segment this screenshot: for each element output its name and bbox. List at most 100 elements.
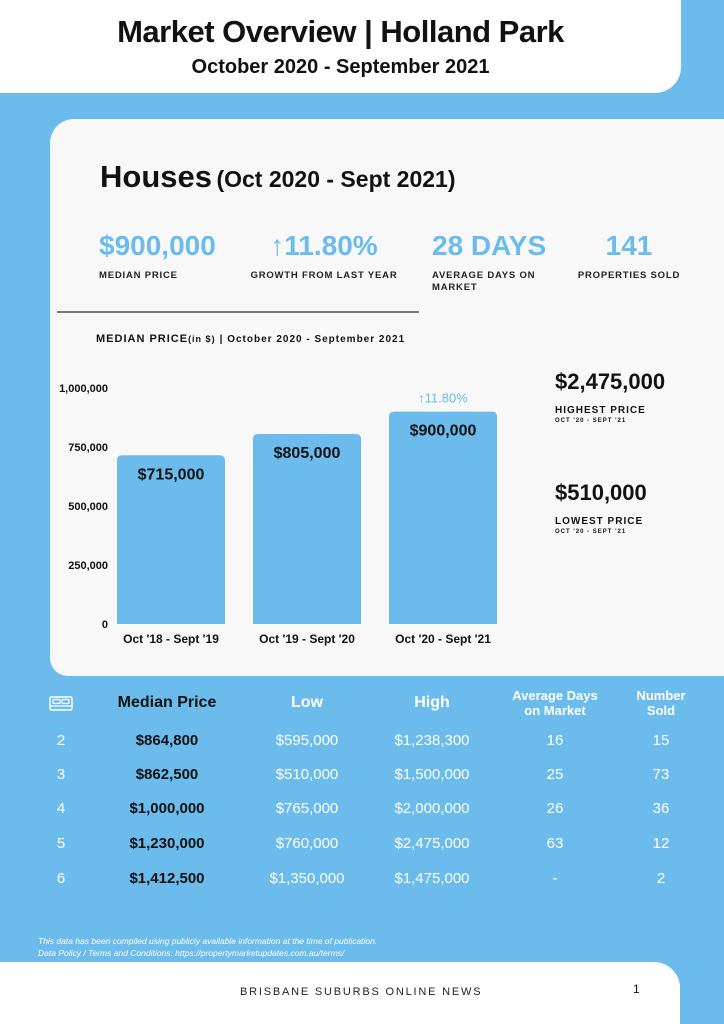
stat-median-price: $900,000 MEDIAN PRICE (99, 232, 216, 282)
cell-high: $2,475,000 (394, 834, 470, 852)
cell-high: $1,475,000 (394, 869, 470, 887)
bar (117, 455, 225, 624)
stat-label: AVERAGE DAYS ON MARKET (432, 270, 536, 293)
header-number-sold-line2: Sold (646, 703, 676, 718)
divider (57, 311, 419, 313)
y-tick-label: 1,000,000 (59, 383, 108, 395)
cell-high: $2,000,000 (394, 799, 470, 817)
stat-label: PROPERTIES SOLD (577, 270, 681, 281)
highest-price-value: $2,475,000 (555, 369, 666, 394)
y-tick-label: 500,000 (68, 501, 108, 513)
lowest-price-block: $510,000 LOWEST PRICE OCT '20 - SEPT '21 (555, 480, 647, 535)
table-row: 3 $862,500 $510,000 $1,500,000 25 73 (0, 757, 724, 791)
cell-median-price: $1,412,500 (129, 869, 205, 887)
bar (253, 434, 361, 624)
highest-price-range: OCT '20 - SEPT '21 (555, 418, 627, 424)
cell-low: $1,350,000 (269, 869, 345, 887)
cell-low: $765,000 (275, 799, 339, 817)
cell-average-days: 16 (546, 731, 564, 749)
x-tick-label: Oct '19 - Sept '20 (259, 632, 355, 646)
cell-median-price: $1,000,000 (129, 799, 205, 817)
page-subtitle: October 2020 - September 2021 (191, 56, 490, 78)
houses-card: Houses (Oct 2020 - Sept 2021) $900,000 M… (50, 119, 724, 676)
cell-number-sold: 15 (652, 731, 670, 749)
stat-growth: ↑11.80% GROWTH FROM LAST YEAR (249, 232, 399, 282)
cell-bedrooms: 3 (56, 765, 66, 783)
cell-number-sold: 2 (656, 869, 666, 887)
stat-value: ↑11.80% (270, 230, 378, 261)
page-number: 1 (633, 982, 640, 996)
lowest-price-range: OCT '20 - SEPT '21 (555, 529, 627, 535)
y-tick-label: 250,000 (68, 560, 108, 572)
highest-price-label: HIGHEST PRICE (555, 405, 646, 416)
cell-low: $595,000 (275, 731, 339, 749)
cell-median-price: $864,800 (135, 731, 199, 749)
cell-bedrooms: 5 (56, 834, 66, 852)
footer: BRISBANE SUBURBS ONLINE NEWS 1 (0, 962, 680, 1024)
median-price-chart: 0 250,000 500,000 750,000 1,000,000 $715,000 O… (59, 383, 497, 646)
bar (389, 411, 497, 624)
cell-average-days: 25 (546, 765, 564, 783)
cell-bedrooms: 6 (56, 869, 66, 887)
disclaimer-line-1: This data has been compiled using public… (38, 936, 378, 946)
header-median-price: Median Price (117, 694, 217, 711)
header-high: High (414, 694, 450, 711)
cell-number-sold: 36 (652, 799, 670, 817)
stat-label: GROWTH FROM LAST YEAR (250, 270, 398, 281)
x-tick-label: Oct '18 - Sept '19 (123, 632, 219, 646)
bar-value-label: $715,000 (138, 466, 205, 483)
cell-average-days: - (552, 869, 558, 887)
table-row: 4 $1,000,000 $765,000 $2,000,000 26 36 (0, 791, 724, 825)
disclaimer-line-2: Data Policy / Terms and Conditions: http… (38, 948, 345, 959)
header-average-days: Average Days on Market (497, 680, 613, 726)
table-row: 6 $1,412,500 $1,350,000 $1,475,000 - 2 (0, 861, 724, 895)
cell-high: $1,500,000 (394, 765, 470, 783)
growth-annotation: ↑11.80% (418, 391, 468, 406)
x-tick-label: Oct '20 - Sept '21 (395, 632, 491, 646)
cell-bedrooms: 2 (56, 731, 66, 749)
stat-value: 141 (605, 230, 653, 261)
table-row: 5 $1,230,000 $760,000 $2,475,000 63 12 (0, 826, 724, 860)
chart-title-range: | October 2020 - September 2021 (219, 334, 406, 345)
y-tick-label: 0 (102, 619, 108, 631)
table-header: Median Price Low High Average Days on Ma… (0, 680, 724, 726)
cell-average-days: 63 (546, 834, 564, 852)
header-average-days-line1: Average Days (512, 688, 598, 703)
header-number-sold-line1: Number (636, 688, 686, 703)
stat-value: 28 DAYS (432, 230, 547, 261)
stat-value: $900,000 (99, 230, 216, 261)
section-title-main: Houses (100, 159, 212, 194)
header-number-sold: Number Sold (616, 680, 706, 726)
data-disclaimer: This data has been compiled using public… (38, 935, 377, 960)
page-title: Market Overview | Holland Park (117, 14, 564, 49)
section-title-period: (Oct 2020 - Sept 2021) (216, 166, 456, 192)
footer-brand: BRISBANE SUBURBS ONLINE NEWS (240, 986, 483, 998)
lowest-price-label: LOWEST PRICE (555, 516, 644, 527)
y-tick-label: 750,000 (68, 442, 108, 454)
stat-label: MEDIAN PRICE (99, 270, 178, 281)
header: Market Overview | Holland Park October 2… (0, 0, 681, 93)
chart-title: MEDIAN PRICE(in $) | October 2020 - Sept… (96, 333, 405, 345)
cell-median-price: $1,230,000 (129, 834, 205, 852)
cell-median-price: $862,500 (135, 765, 199, 783)
section-title: Houses (Oct 2020 - Sept 2021) (100, 159, 456, 195)
stat-average-days: 28 DAYS AVERAGE DAYS ON MARKET (432, 230, 547, 294)
bed-icon (49, 696, 73, 711)
chart-title-main: MEDIAN PRICE (96, 333, 189, 345)
bar-value-label: $900,000 (410, 423, 477, 440)
cell-number-sold: 12 (652, 834, 670, 852)
header-low: Low (291, 694, 323, 711)
chart-title-unit: (in $) (188, 334, 216, 344)
lowest-price-value: $510,000 (555, 480, 647, 505)
cell-number-sold: 73 (652, 765, 670, 783)
cell-average-days: 26 (546, 799, 564, 817)
cell-high: $1,238,300 (394, 731, 470, 749)
cell-low: $760,000 (275, 834, 339, 852)
table-row: 2 $864,800 $595,000 $1,238,300 16 15 (0, 723, 724, 757)
header-average-days-line2: on Market (524, 703, 586, 718)
highest-price-block: $2,475,000 HIGHEST PRICE OCT '20 - SEPT … (555, 369, 665, 424)
cell-low: $510,000 (275, 765, 339, 783)
cell-bedrooms: 4 (56, 799, 66, 817)
stat-properties-sold: 141 PROPERTIES SOLD (572, 232, 686, 282)
bar-value-label: $805,000 (274, 445, 341, 462)
